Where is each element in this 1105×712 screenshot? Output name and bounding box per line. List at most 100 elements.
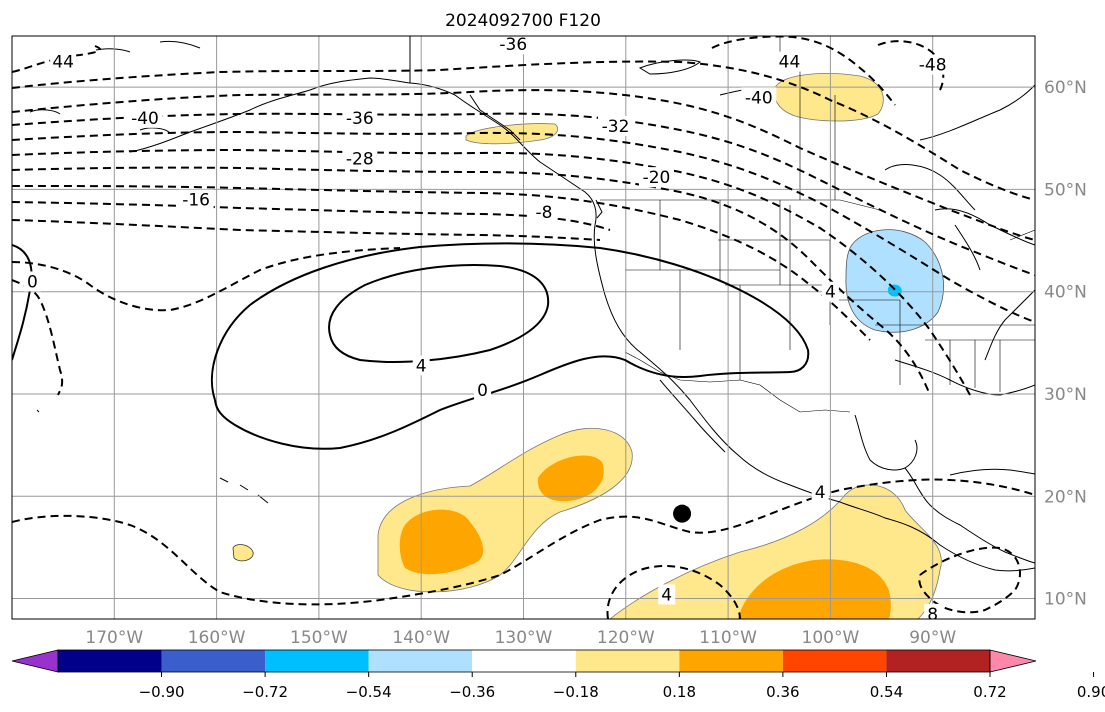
shade-orange-subtropical-west — [399, 509, 484, 575]
colorbar-swatch — [782, 650, 887, 672]
contour-label-bg — [342, 107, 378, 128]
contour-label-bg — [821, 281, 839, 302]
contour-label: -48 — [919, 56, 947, 76]
contour-label-bg — [50, 51, 77, 72]
contour-label: -8 — [535, 203, 552, 223]
contour-dashed — [711, 36, 896, 106]
shade-orange-subtropical-east — [537, 455, 604, 502]
contour-label-bg — [530, 201, 557, 222]
shade-yellow-hawaii-small — [232, 544, 254, 562]
colorbar-extend-low — [11, 649, 59, 673]
colorbar-tick-label: 0.18 — [663, 683, 696, 701]
contour-label: 4 — [416, 356, 427, 376]
colorbar-swatch — [58, 650, 162, 672]
contour-dashed — [12, 148, 971, 396]
colorbar-swatch — [161, 650, 266, 672]
colorbar-tick-label: −0.72 — [242, 683, 288, 701]
contour-label-bg — [412, 355, 430, 376]
contour-label: -40 — [745, 88, 773, 108]
colorbar-tick-label: 0.90 — [1077, 683, 1105, 701]
lon-tick-label: 90°W — [909, 628, 956, 648]
contour-dashed — [12, 201, 611, 231]
contour-four — [328, 263, 550, 363]
coastlines — [29, 36, 1035, 572]
lon-tick-label: 170°W — [85, 628, 143, 648]
colorbar-tick-label: 0.54 — [870, 683, 903, 701]
colorbar-tick-label: −0.54 — [346, 683, 392, 701]
map-frame — [11, 35, 1036, 620]
contour-label-bg — [178, 189, 214, 210]
shade-yellow-hudson-bay — [773, 73, 884, 122]
colorbar-swatch — [575, 650, 680, 672]
contour-label: -36 — [346, 109, 374, 129]
contour-label-bg — [598, 116, 634, 137]
anomaly-shading — [232, 73, 944, 619]
contour-label: 44 — [52, 53, 74, 73]
contour-label-bg — [474, 379, 492, 400]
contour-label: -28 — [346, 150, 374, 170]
lat-tick-label: 60°N — [1044, 78, 1087, 98]
contour-zero — [210, 242, 810, 450]
contour-label: -16 — [182, 191, 210, 211]
colorbar-tick-label: −0.36 — [449, 683, 495, 701]
contour-label-bg — [342, 148, 378, 169]
contour-dashed — [12, 166, 931, 396]
contour-label: -32 — [602, 117, 630, 137]
contour-dashed — [606, 564, 741, 619]
colorbar-swatch — [265, 650, 369, 672]
lat-tick-label: 40°N — [1044, 283, 1087, 303]
contour-label-bg — [127, 107, 163, 128]
contour-label-bg — [638, 167, 674, 188]
lat-tick-label: 50°N — [1044, 180, 1087, 200]
contour-label: 4 — [815, 483, 826, 503]
contour-label: 4 — [825, 283, 836, 303]
contour-dashed — [12, 60, 1035, 201]
chart-title: 2024092700 F120 — [445, 11, 601, 31]
lon-tick-label: 150°W — [290, 628, 348, 648]
contour-label-bg — [915, 54, 951, 75]
longitude-tick-labels: 170°W 160°W 150°W 140°W 130°W 120°W 110°W 100°W… — [85, 628, 956, 648]
lon-tick-label: 160°W — [188, 628, 246, 648]
contour-dashed — [12, 112, 1035, 276]
contour-dashed — [918, 546, 1021, 614]
contour-label-bg — [23, 271, 41, 292]
contour-label-bg — [924, 603, 942, 619]
contour-label-bg — [658, 584, 676, 605]
contour-dashed — [12, 89, 1035, 241]
lon-tick-label: 140°W — [392, 628, 450, 648]
political-borders — [600, 36, 1035, 413]
colorbar-swatch — [368, 650, 473, 672]
colorbar-outline — [57, 649, 991, 673]
colorbar-tick-label: −0.90 — [139, 683, 185, 701]
colorbar-swatch — [886, 650, 990, 672]
colorbar: −0.90 −0.72 −0.54 −0.36 −0.18 0.18 0.36 0.54 0.7… — [11, 649, 1105, 701]
contour-label-bg — [495, 36, 531, 55]
contour-label: -40 — [131, 109, 159, 129]
lon-tick-label: 130°W — [495, 628, 553, 648]
lat-tick-label: 10°N — [1044, 590, 1087, 610]
contour-dashed — [12, 247, 401, 312]
height-contours — [12, 36, 1035, 619]
contour-label: 0 — [27, 272, 38, 292]
contour-label-bg — [811, 482, 829, 503]
contour-dashed — [12, 185, 871, 341]
contour-label: -20 — [643, 168, 671, 188]
contour-label: 44 — [779, 53, 801, 73]
lon-tick-label: 110°W — [699, 628, 757, 648]
contour-dashed — [12, 45, 101, 73]
storm-position-marker — [673, 504, 692, 523]
contour-label-bg — [741, 87, 777, 108]
lat-tick-label: 20°N — [1044, 487, 1087, 507]
shade-blue-midwest — [845, 229, 944, 333]
contour-label: -36 — [499, 35, 527, 55]
lat-tick-label: 30°N — [1044, 385, 1087, 405]
lon-tick-label: 100°W — [802, 628, 860, 648]
shade-orange-east-pacific — [738, 559, 891, 619]
lon-tick-label: 120°W — [597, 628, 655, 648]
contour-label: 0 — [477, 381, 488, 401]
latitude-tick-labels: 60°N 50°N 40°N 30°N 20°N 10°N — [1044, 78, 1087, 609]
colorbar-tick-label: 0.36 — [766, 683, 799, 701]
contour-dashed — [877, 40, 945, 91]
